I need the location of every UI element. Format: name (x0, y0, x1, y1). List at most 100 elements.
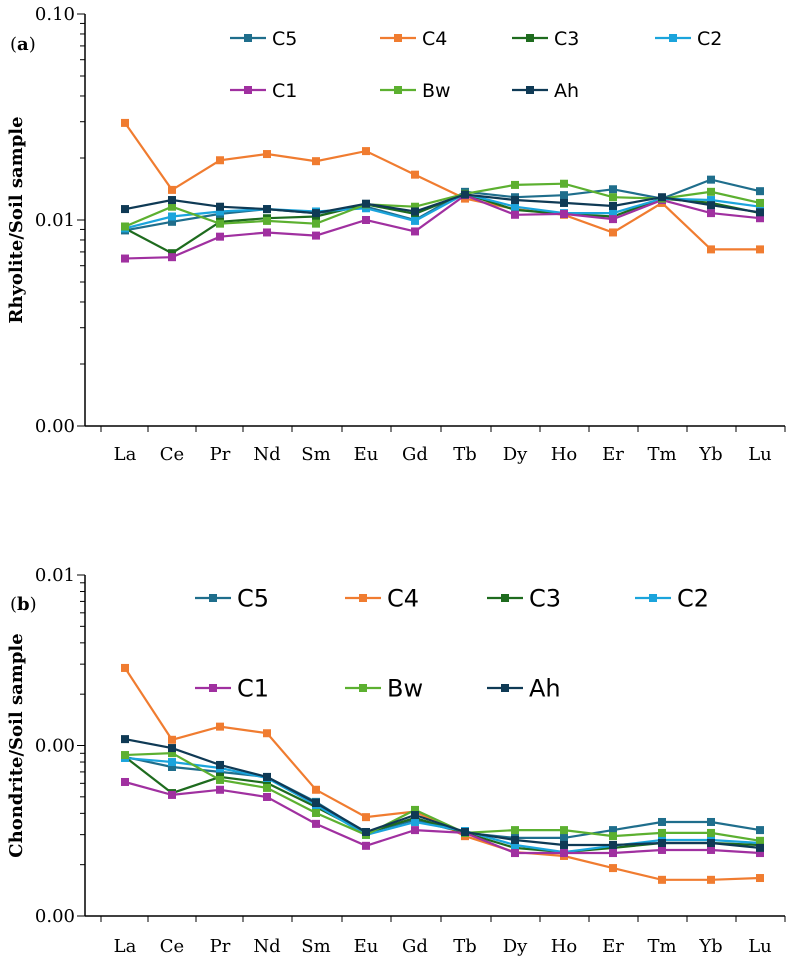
data-point-Ah (312, 798, 320, 807)
legend-label: C2 (697, 28, 722, 50)
x-tick-label: Tm (647, 936, 676, 957)
x-tick-label: Gd (402, 444, 428, 465)
legend-item-C3: C3 (487, 585, 561, 613)
data-point-C1 (411, 227, 419, 236)
series-line-Ah (124, 738, 761, 849)
series-line-Bw (124, 751, 761, 842)
data-point-C2 (411, 216, 419, 225)
panel-label: (a) (10, 34, 36, 55)
legend-marker (359, 594, 367, 602)
x-tick-label: Pr (210, 936, 231, 957)
data-point-Bw (707, 828, 715, 837)
data-point-Ah (121, 735, 129, 744)
data-point-Bw (121, 751, 129, 760)
legend-marker (244, 34, 252, 42)
legend: C5 C4 C3 C2 C1 Bw Ah (195, 585, 709, 703)
legend-label: Ah (529, 675, 561, 703)
data-point-C1 (511, 849, 519, 858)
data-point-C5 (756, 826, 764, 835)
y-tick-label: 0.00 (35, 416, 75, 437)
legend-marker (501, 684, 509, 692)
y-tick-label: 0.00 (35, 906, 75, 927)
data-point-C2 (511, 840, 519, 849)
legend-item-C5: C5 (230, 28, 297, 50)
data-point-C4 (658, 875, 666, 884)
data-point-Ah (756, 208, 764, 217)
data-point-C3 (263, 778, 271, 787)
legend-item-Bw: Bw (380, 80, 451, 102)
legend-marker (526, 34, 534, 42)
data-point-Bw (263, 216, 271, 225)
data-point-C5 (168, 217, 176, 226)
data-point-Bw (756, 198, 764, 207)
x-tick-label: Er (602, 444, 624, 465)
data-point-C5 (756, 187, 764, 196)
legend-item-C1: C1 (230, 80, 297, 102)
data-point-Ah (216, 760, 224, 769)
legend-item-C3: C3 (512, 28, 579, 50)
panel-label: (b) (10, 594, 37, 615)
data-point-Bw (511, 826, 519, 835)
series-C1 (121, 191, 764, 263)
data-point-C4 (216, 156, 224, 165)
x-tick-label: Sm (301, 444, 330, 465)
legend-label: C3 (554, 28, 579, 50)
legend-item-Bw: Bw (345, 675, 423, 703)
data-point-Ah (658, 193, 666, 202)
data-point-Bw (216, 775, 224, 784)
data-point-Ah (216, 202, 224, 211)
data-point-Ah (511, 196, 519, 205)
data-point-C5 (609, 826, 617, 835)
data-point-C5 (168, 762, 176, 771)
legend-marker (649, 594, 657, 602)
data-point-Ah (121, 205, 129, 214)
series-line-C2 (124, 756, 761, 854)
data-point-Ah (658, 839, 666, 848)
data-point-C1 (707, 845, 715, 854)
x-tick-label: Eu (354, 936, 379, 957)
y-tick-label: 0.10 (35, 4, 75, 25)
legend-marker (359, 684, 367, 692)
legend: C5 C4 C3 C2 C1 Bw Ah (230, 28, 722, 102)
data-point-Ah (609, 840, 617, 849)
data-point-C1 (362, 216, 370, 224)
data-point-C4 (312, 785, 320, 794)
legend-marker (526, 86, 534, 94)
data-point-Ah (312, 209, 320, 218)
data-point-C2 (168, 758, 176, 767)
legend-marker (244, 86, 252, 94)
data-point-Ah (560, 198, 568, 207)
data-point-Ah (511, 836, 519, 845)
data-point-C1 (560, 209, 568, 218)
data-point-Ah (362, 827, 370, 836)
data-point-Ah (756, 843, 764, 852)
data-point-C5 (707, 817, 715, 826)
x-tick-label: Dy (503, 444, 528, 465)
data-point-C4 (263, 729, 271, 738)
legend-marker (501, 594, 509, 602)
series-C1 (121, 777, 764, 858)
data-point-C5 (560, 833, 568, 842)
data-point-Bw (707, 187, 715, 196)
x-tick-label: Yb (698, 444, 722, 465)
legend-label: Ah (554, 80, 579, 102)
data-point-C1 (756, 849, 764, 858)
y-axis-label: Rhyolite/Soil sample (6, 116, 27, 323)
panel-a: 0.10 0.01 0.00 La Ce Pr Nd Sm Eu Gd Tb Dy Ho Er Tm Yb Lu… (6, 4, 786, 465)
data-point-C2 (168, 212, 176, 221)
data-point-C4 (756, 245, 764, 254)
data-point-C5 (609, 185, 617, 194)
data-point-C4 (756, 874, 764, 883)
legend-item-C2: C2 (635, 585, 709, 613)
series-C2 (121, 753, 764, 857)
y-tick-label: 0.00 (35, 736, 75, 757)
data-point-Bw (609, 193, 617, 202)
data-point-C4 (263, 150, 271, 159)
series-line-C1 (124, 780, 761, 855)
x-tick-label: Ce (160, 444, 184, 465)
panel-b: 0.01 0.00 0.00 La Ce Pr Nd Sm Eu Gd Tb Dy Ho Er Tm Yb Lu… (6, 565, 786, 957)
data-point-Ah (411, 207, 419, 216)
x-tick-label: Ce (160, 936, 184, 957)
legend-label: C5 (237, 585, 269, 613)
x-tick-label: La (114, 444, 137, 465)
